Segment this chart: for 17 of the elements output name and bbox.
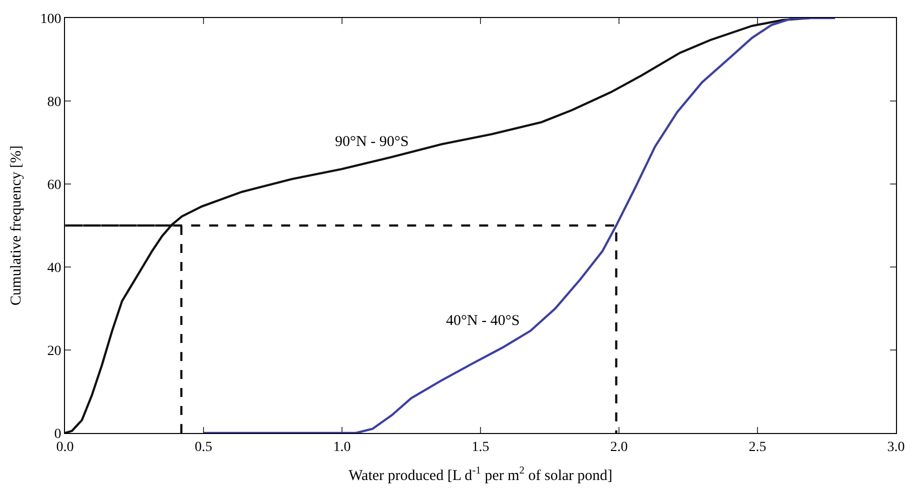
series-label: 40°N - 40°S: [446, 313, 520, 329]
y-tick-label: 40: [47, 260, 62, 276]
x-tick-label: 0.5: [194, 440, 212, 455]
x-tick-label: 3.0: [887, 440, 905, 455]
x-tick-label: 2.5: [748, 440, 766, 455]
x-tick-label: 0.0: [56, 440, 74, 455]
y-tick-label: 100: [40, 12, 62, 27]
x-tick-label: 1.5: [472, 440, 490, 455]
x-axis-title: Water produced [L d$^{-1}$ per m$^{2}$ of solar pond]: [348, 466, 612, 484]
x-tick-label: 1.0: [333, 440, 351, 455]
y-tick-label: 80: [47, 94, 62, 110]
y-tick-label: 60: [47, 178, 62, 193]
y-tick-label: 20: [47, 344, 62, 359]
x-tick-label: 2.0: [610, 440, 628, 455]
y-tick-label: 0: [54, 426, 62, 442]
series-label: 90°N - 90°S: [335, 134, 409, 150]
y-axis-title: Cumulative frequency [%]: [8, 146, 24, 306]
